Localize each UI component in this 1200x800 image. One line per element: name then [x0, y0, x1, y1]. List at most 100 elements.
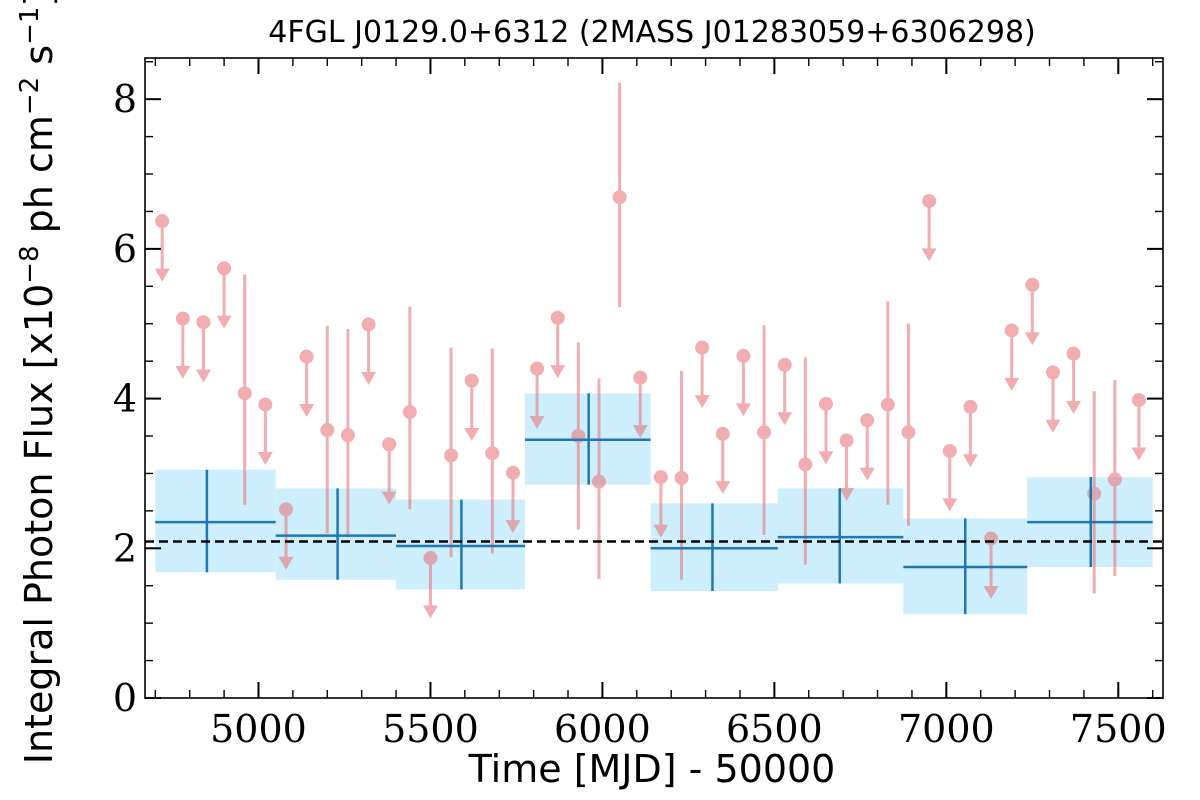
point-marker-15: [464, 373, 479, 388]
data-point-7: [299, 349, 315, 418]
point-marker-6: [279, 502, 294, 517]
data-point-22: [612, 82, 627, 308]
data-point-21: [591, 378, 606, 579]
point-marker-16: [485, 446, 500, 461]
point-marker-40: [984, 531, 999, 546]
point-marker-28: [736, 348, 751, 363]
data-point-11: [381, 437, 397, 505]
upper-limit-arrow-head-39: [962, 454, 978, 468]
point-marker-2: [196, 315, 211, 330]
point-marker-26: [695, 340, 710, 355]
data-point-20: [571, 342, 586, 530]
upper-limit-arrow-head-10: [361, 371, 377, 385]
bin-marker-2: [396, 499, 526, 590]
y-axis-label-mid2: s: [17, 45, 61, 77]
data-point-12: [402, 306, 417, 510]
y-tick-label-3: 6: [113, 227, 137, 271]
y-tick-label-0: 0: [113, 676, 137, 720]
point-marker-12: [402, 405, 417, 420]
upper-limit-arrow-head-15: [464, 428, 480, 442]
y-axis-label-exp2: −2: [15, 77, 45, 115]
data-point-23: [632, 370, 648, 439]
x-tick-label-3: 6500: [726, 707, 823, 751]
upper-limit-arrow-head-34: [859, 467, 875, 481]
x-tick-label-4: 7000: [898, 707, 995, 751]
upper-limit-arrow-head-13: [422, 605, 438, 619]
point-marker-13: [423, 551, 438, 566]
upper-limit-arrow-head-5: [257, 451, 273, 465]
bin-marker-4: [650, 503, 778, 591]
upper-limit-arrow-head-33: [839, 487, 855, 501]
data-point-47: [1131, 393, 1147, 461]
data-point-39: [962, 399, 978, 468]
point-marker-36: [901, 425, 916, 440]
upper-limit-arrow-head-18: [529, 416, 545, 430]
y-axis-label-exp3: −1: [15, 7, 45, 45]
upper-limit-arrow-head-7: [299, 404, 315, 418]
data-point-1: [175, 311, 191, 379]
point-marker-31: [798, 457, 813, 472]
data-point-13: [422, 551, 438, 619]
point-marker-32: [818, 396, 833, 411]
x-axis-label: Time [MJD] - 50000: [468, 747, 836, 791]
data-point-8: [320, 325, 335, 534]
data-point-30: [777, 357, 793, 426]
upper-limit-arrow-head-40: [983, 585, 999, 599]
point-marker-4: [237, 386, 252, 401]
upper-limit-arrow-head-19: [550, 365, 566, 379]
data-point-27: [715, 426, 731, 495]
data-point-25: [674, 370, 689, 580]
data-point-14: [444, 347, 459, 558]
data-point-24: [653, 470, 669, 538]
upper-limit-arrow-head-43: [1045, 419, 1061, 433]
upper-limit-arrow-head-32: [818, 451, 834, 465]
data-point-26: [694, 340, 710, 409]
data-point-46: [1107, 379, 1122, 576]
point-marker-45: [1087, 486, 1102, 501]
point-marker-21: [591, 474, 606, 489]
upper-limit-arrow-head-38: [942, 498, 958, 512]
point-marker-23: [633, 370, 648, 385]
x-tick-label-2: 6000: [554, 707, 651, 751]
point-marker-17: [505, 465, 520, 480]
point-marker-7: [299, 349, 314, 364]
upper-limit-arrow-head-23: [632, 425, 648, 439]
point-marker-11: [382, 437, 397, 452]
point-marker-0: [155, 214, 170, 229]
y-axis-label: Integral Photon Flux [x10−8 ph cm−2 s−1]: [15, 0, 61, 764]
upper-limit-arrow-head-42: [1024, 332, 1040, 346]
point-marker-24: [653, 470, 668, 485]
upper-limit-arrow-head-6: [278, 556, 294, 570]
upper-limit-arrow-head-44: [1066, 401, 1082, 415]
upper-limit-arrow-head-3: [216, 315, 232, 329]
bin-marker-0: [155, 469, 276, 573]
data-point-10: [361, 317, 377, 385]
data-point-31: [798, 357, 813, 565]
data-point-36: [901, 323, 916, 526]
upper-limit-arrow-head-28: [735, 403, 751, 417]
plot-frame: [144, 57, 1164, 699]
point-marker-19: [550, 310, 565, 325]
data-point-2: [195, 315, 211, 383]
x-tick-label-0: 5000: [210, 707, 307, 751]
y-axis-label-exp1: −8: [15, 245, 45, 283]
data-point-43: [1045, 365, 1061, 433]
data-point-34: [859, 413, 875, 481]
point-marker-3: [217, 261, 232, 276]
point-marker-14: [444, 448, 459, 463]
upper-limit-arrow-head-24: [653, 524, 669, 538]
data-point-3: [216, 261, 232, 329]
bin-band-1: [275, 488, 397, 580]
point-marker-25: [674, 470, 689, 485]
data-point-44: [1066, 346, 1082, 415]
data-point-33: [839, 433, 855, 501]
y-tick-label-4: 8: [113, 77, 137, 121]
data-point-41: [1004, 323, 1020, 391]
y-axis-label-end: ]: [17, 0, 61, 7]
data-point-19: [550, 310, 566, 379]
data-point-18: [529, 361, 545, 430]
bin-marker-5: [777, 488, 904, 584]
point-marker-34: [860, 413, 875, 428]
bin-marker-7: [1027, 477, 1153, 568]
point-marker-30: [777, 357, 792, 372]
